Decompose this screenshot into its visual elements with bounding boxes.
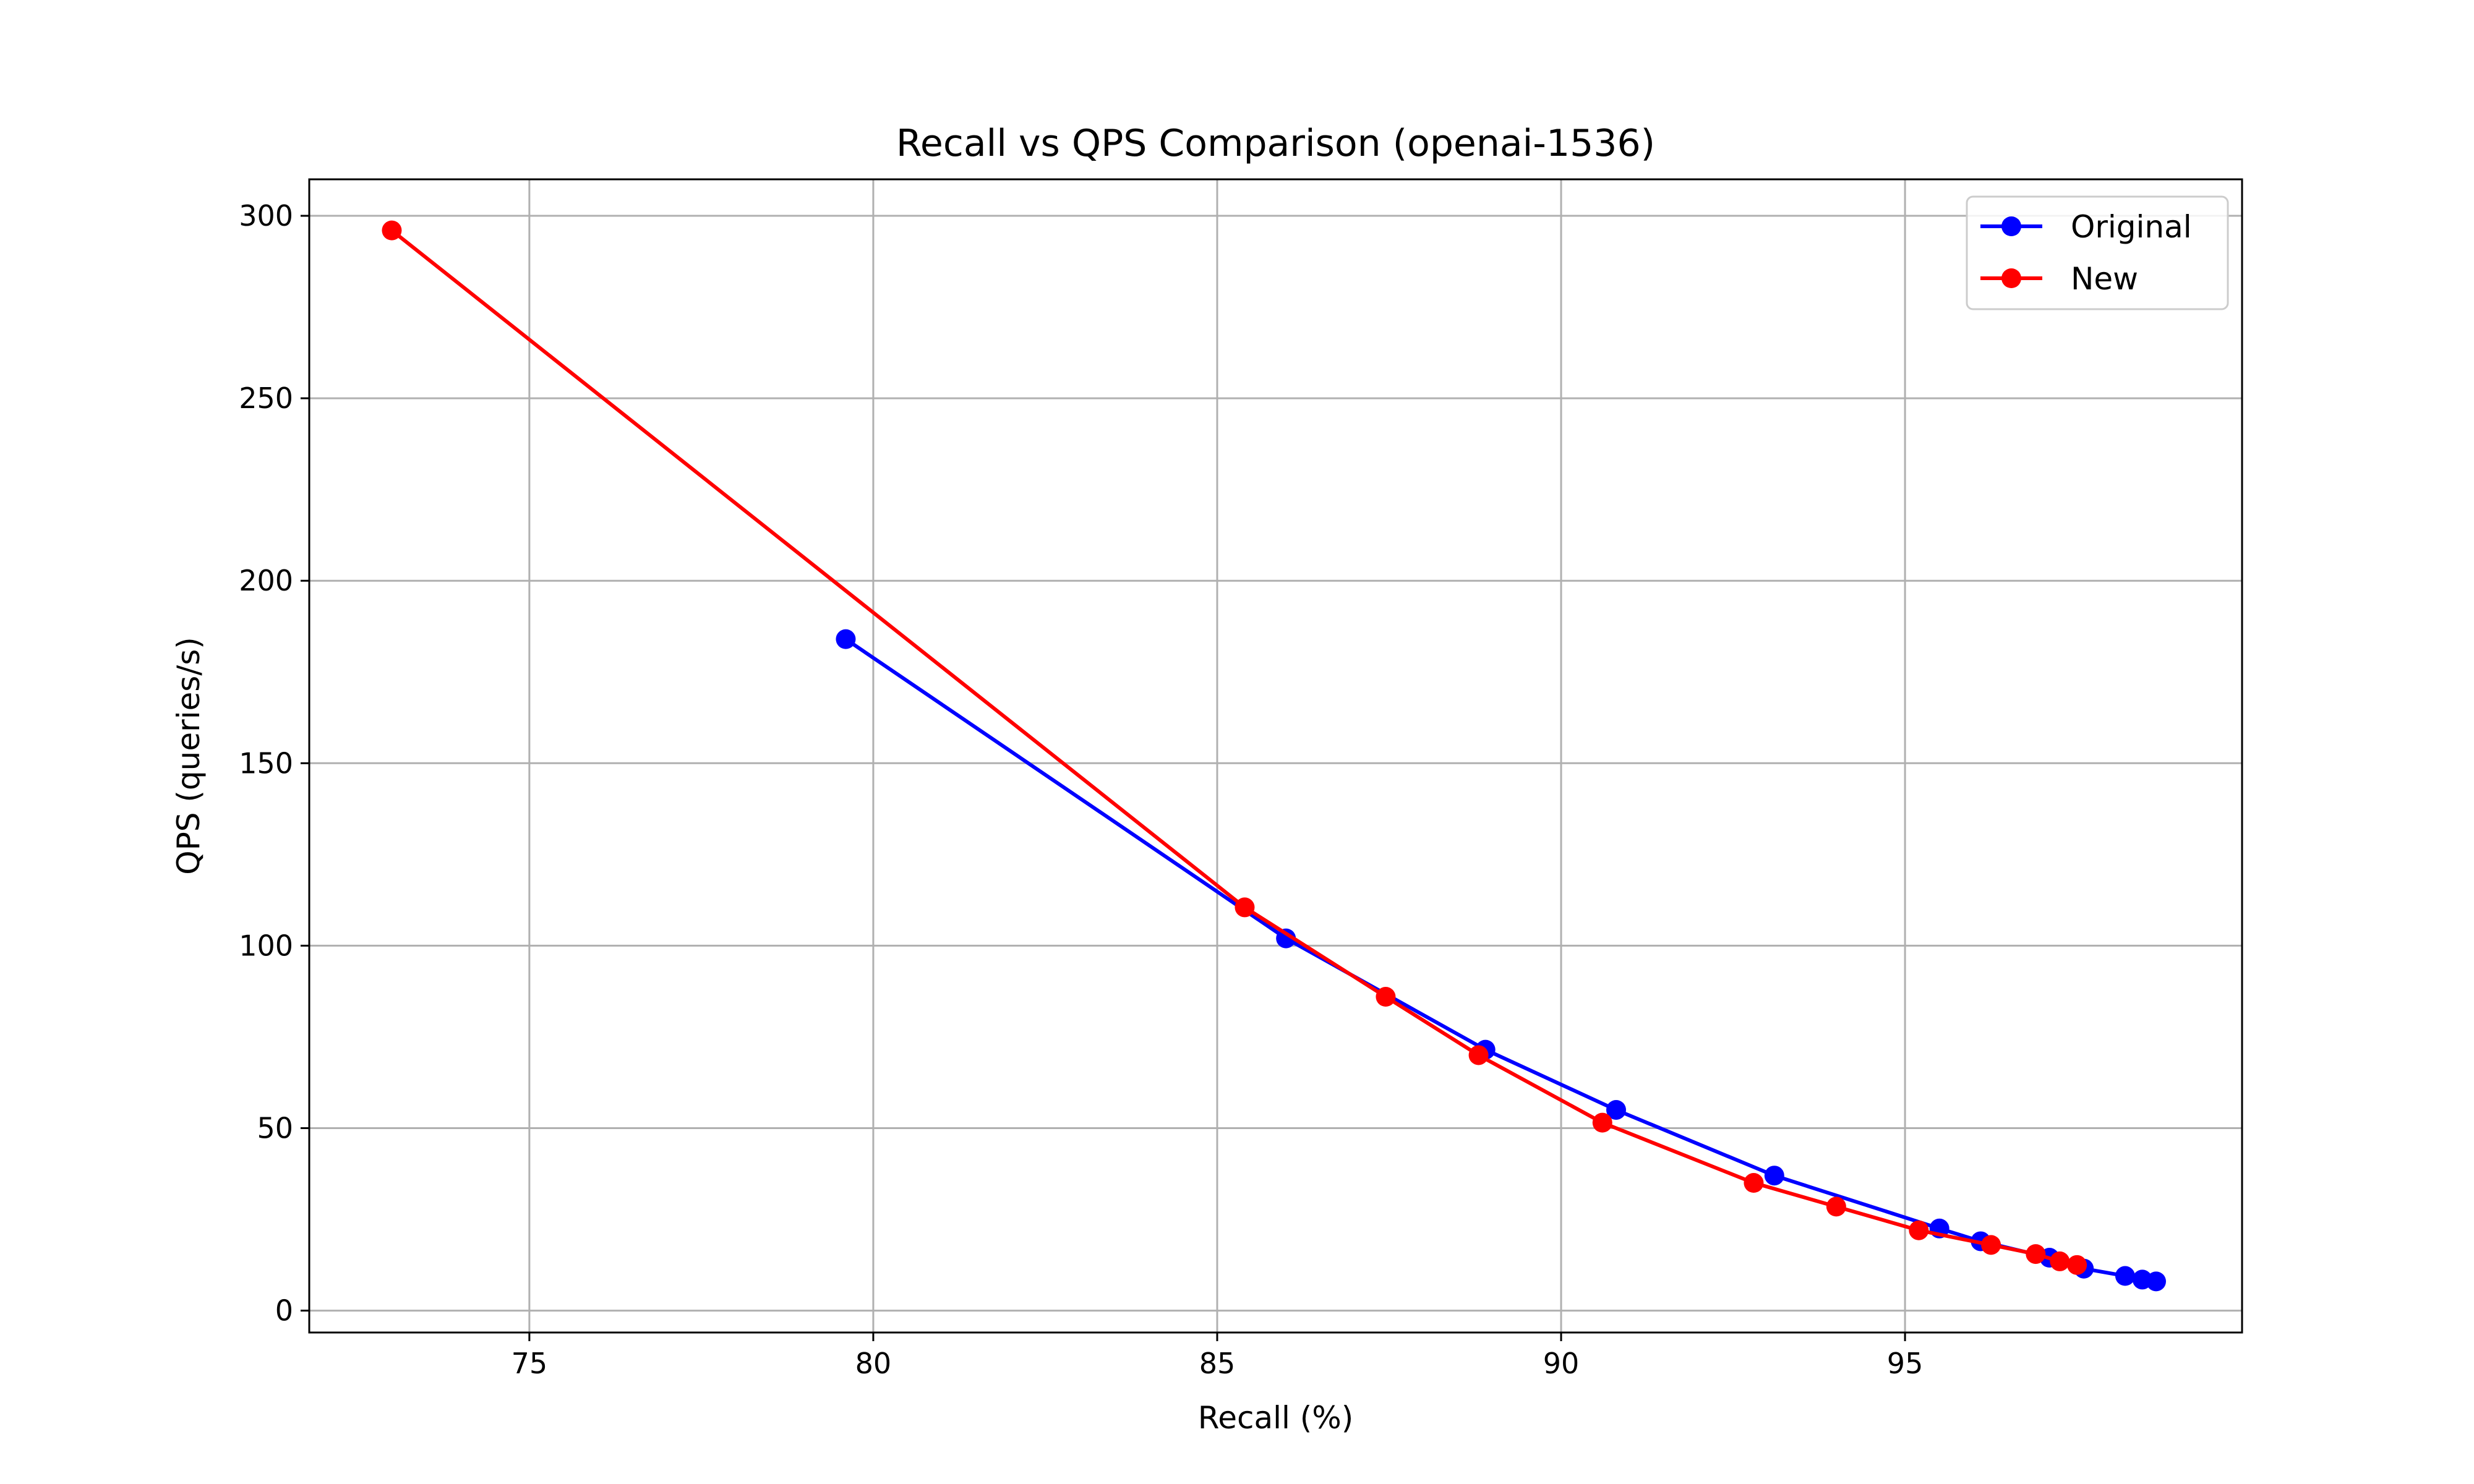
- data-point-new: [2026, 1244, 2046, 1264]
- data-point-new: [2067, 1255, 2087, 1275]
- y-tick-label: 150: [239, 746, 293, 780]
- legend-label-new: New: [2071, 261, 2138, 297]
- y-axis-label: QPS (queries/s): [171, 637, 207, 875]
- data-point-original: [836, 629, 856, 649]
- legend: Original New: [1966, 195, 2229, 310]
- axis-ticks: 75 80 85 90 95 0 50 100 150 200 250 300: [239, 199, 1923, 1380]
- grid: [309, 179, 2242, 1333]
- y-tick-label: 100: [239, 929, 293, 962]
- y-tick-label: 50: [257, 1111, 293, 1145]
- x-tick-label: 95: [1887, 1347, 1924, 1380]
- legend-marker-original: [2001, 216, 2021, 236]
- data-point-original: [1764, 1166, 1784, 1186]
- data-point-new: [1744, 1173, 1764, 1193]
- data-point-new: [1468, 1045, 1489, 1065]
- data-point-new: [1826, 1196, 1846, 1217]
- x-tick-label: 85: [1199, 1347, 1236, 1380]
- x-tick-label: 80: [855, 1347, 892, 1380]
- data-point-original: [1606, 1099, 1626, 1120]
- y-tick-label: 300: [239, 199, 293, 232]
- data-point-new: [1981, 1235, 2001, 1255]
- x-tick-label: 90: [1543, 1347, 1580, 1380]
- legend-marker-new: [2001, 268, 2021, 288]
- x-tick-label: 75: [511, 1347, 548, 1380]
- legend-label-original: Original: [2071, 209, 2192, 245]
- data-point-original: [1276, 928, 1296, 949]
- data-point-new: [1592, 1112, 1612, 1133]
- data-point-new: [1909, 1220, 1929, 1240]
- x-axis-label: Recall (%): [1198, 1400, 1354, 1436]
- data-point-new: [1235, 897, 1255, 918]
- y-tick-label: 200: [239, 564, 293, 597]
- y-tick-label: 0: [275, 1294, 293, 1328]
- y-tick-label: 250: [239, 382, 293, 415]
- data-point-original: [2115, 1266, 2135, 1286]
- data-point-new: [382, 220, 402, 241]
- data-point-new: [1376, 987, 1396, 1007]
- data-point-original: [2146, 1271, 2166, 1292]
- plot-frame: [308, 178, 2243, 1334]
- chart-title: Recall vs QPS Comparison (openai-1536): [896, 122, 1655, 165]
- data-point-new: [2050, 1251, 2070, 1271]
- series-layer: [382, 220, 2166, 1292]
